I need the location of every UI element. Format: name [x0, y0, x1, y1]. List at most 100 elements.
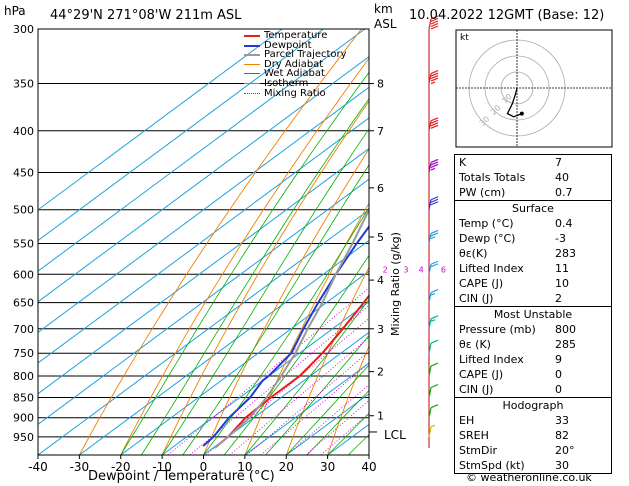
km-tick-label: 3	[377, 323, 384, 336]
surface-row: Temp (°C) 0.4	[459, 217, 573, 230]
isotherm-line	[38, 178, 369, 425]
wind-barb-half	[430, 167, 436, 171]
lcl-label: LCL	[384, 428, 406, 442]
wind-barb-flag	[430, 339, 439, 344]
x-tick-label: 40	[361, 460, 376, 474]
wind-barb-flag	[430, 362, 439, 367]
wind-barb-flag	[430, 20, 439, 25]
hodo-row: StmSpd (kt) 30	[459, 459, 569, 472]
pressure-tick-label: 350	[13, 78, 34, 91]
wind-barb-staff	[428, 73, 432, 84]
surface-row: θε(K) 283	[459, 247, 576, 260]
copyright: © weatheronline.co.uk	[466, 471, 592, 484]
x-tick-label: 0	[200, 460, 208, 474]
mixing-ratio-line	[189, 304, 369, 455]
mixing-ratio-axis-label: Mixing Ratio (g/kg)	[389, 232, 402, 336]
wet-adiabat-line	[120, 71, 369, 455]
legend-item-mixing-ratio: Mixing Ratio	[244, 88, 347, 99]
isotherm-line	[38, 86, 369, 334]
wet-adiabat-line	[182, 164, 369, 455]
wind-barb-staff	[428, 426, 432, 437]
pressure-tick-label: 400	[13, 125, 34, 138]
wet-adiabat-line	[306, 389, 369, 455]
isotherm-line	[38, 117, 369, 364]
wind-barb	[428, 15, 439, 30]
wind-barb-flag	[430, 22, 439, 28]
pressure-tick-label: 800	[13, 370, 34, 383]
wind-barb-flag	[430, 15, 439, 20]
wind-barb-flag	[430, 263, 439, 268]
pressure-tick-label: 300	[13, 23, 34, 36]
mu-row: CIN (J) 0	[459, 383, 562, 396]
wet-adiabat-line	[286, 364, 369, 455]
wind-barb-staff	[428, 18, 432, 30]
hodograph-kt-label: kt	[460, 33, 469, 43]
datetime-title: 10.04.2022 12GMT (Base: 12)	[409, 8, 605, 23]
surface-row: CAPE (J) 10	[459, 277, 569, 290]
wind-barb-flag	[430, 161, 439, 166]
wind-barb	[428, 196, 439, 210]
x-tick-label: 10	[237, 460, 252, 474]
wind-barb-half	[430, 236, 436, 240]
x-tick-label: -10	[152, 460, 172, 474]
wet-adiabat-line	[244, 298, 369, 455]
wind-barb-half	[430, 319, 436, 322]
surface-title: Surface	[512, 202, 554, 215]
x-tick-label: 30	[320, 460, 335, 474]
location-title: 44°29'N 271°08'W 211m ASL	[50, 8, 242, 23]
pressure-tick-label: 750	[13, 347, 34, 360]
wet-adiabat-line	[141, 97, 369, 455]
wind-barb-staff	[428, 318, 432, 329]
wet-adiabat-line	[161, 128, 369, 455]
x-tick-label: -40	[28, 460, 48, 474]
hodograph-frame	[455, 29, 613, 148]
wind-barb-flag	[430, 72, 439, 77]
isotherm-line	[244, 362, 369, 455]
wind-barb-half	[430, 424, 436, 428]
wind-barb-flag	[430, 124, 439, 129]
pressure-tick-label: 950	[13, 431, 34, 444]
wind-barb-staff	[428, 387, 432, 398]
wind-barb-flag	[430, 232, 439, 237]
wind-barb-flag	[430, 260, 439, 265]
pressure-tick-label: 700	[13, 323, 34, 336]
mixing-ratio-label: 4	[419, 265, 424, 274]
km-tick-label: 8	[377, 78, 384, 91]
wind-barb	[428, 158, 439, 173]
wind-barb-flag	[430, 404, 439, 409]
x-axis-label: Dewpoint / Temperature (°C)	[88, 469, 275, 484]
km-label: km	[374, 2, 393, 16]
km-tick-label: 7	[377, 125, 384, 138]
dry-adiabat-line	[244, 202, 369, 455]
km-tick-label: 5	[377, 231, 384, 244]
hpa-label: hPa	[4, 4, 26, 18]
legend-item-dewpoint: Dewpoint	[244, 40, 347, 51]
mu-row: Lifted Index 9	[459, 353, 562, 366]
isotherm-line	[161, 301, 369, 455]
pressure-tick-label: 450	[13, 166, 34, 179]
most-unstable-title: Most Unstable	[493, 308, 573, 321]
wet-adiabat-line	[265, 334, 369, 455]
wind-barb-flag	[430, 163, 439, 169]
wind-barb	[428, 229, 439, 244]
hodo-row: EH 33	[459, 414, 569, 427]
wind-barb	[428, 362, 439, 377]
x-tick-label: -20	[111, 460, 131, 474]
dry-adiabat-line	[285, 266, 369, 455]
wind-barb-staff	[428, 292, 432, 303]
dry-adiabat-line	[617, 29, 629, 455]
isotherm-line	[38, 55, 369, 303]
hodograph-storm-motion	[519, 111, 524, 116]
pressure-tick-label: 550	[13, 237, 34, 250]
isotherm-line	[120, 270, 369, 455]
plot-area	[38, 29, 629, 455]
dry-adiabat-line	[120, 57, 369, 455]
surface-row: Lifted Index 11	[459, 262, 569, 275]
mixing-ratio-label: 2	[383, 265, 388, 274]
mu-row: Pressure (mb) 800	[459, 323, 576, 336]
wind-barb-flag	[430, 117, 439, 122]
mixing-ratio-line	[167, 287, 369, 455]
isotherm-line	[203, 331, 369, 455]
wind-barb-half	[430, 293, 436, 296]
